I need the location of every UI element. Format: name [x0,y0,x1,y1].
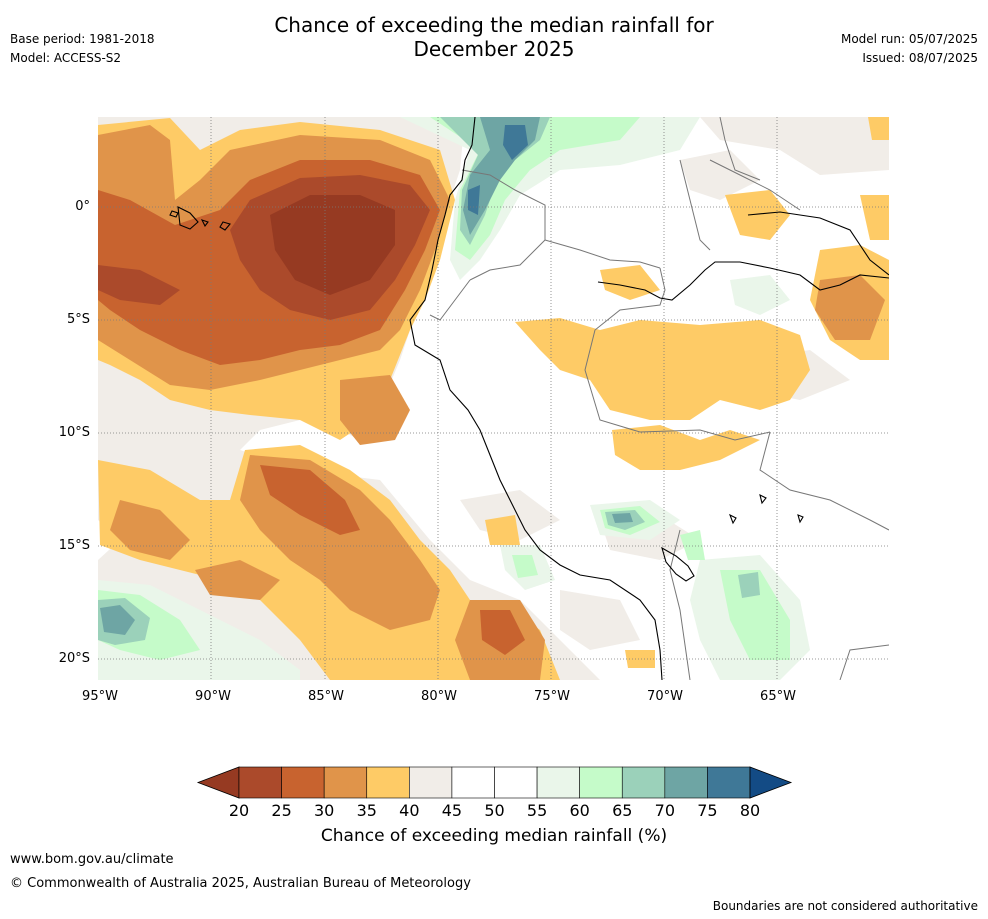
colorbar-over-arrow [749,766,793,799]
colorbar-segment [323,766,368,799]
colorbar-segment [707,766,751,799]
colorbar-tick-label: 25 [271,801,292,820]
footer-copyright: © Commonwealth of Australia 2025, Austra… [10,876,471,891]
model-name-text: Model: ACCESS-S2 [10,51,122,65]
map-area [98,117,889,680]
lon-tick-label: 75°W [534,689,570,704]
colorbar-tick-label: 70 [654,801,675,820]
map-title: Chance of exceeding the median rainfall … [0,13,988,61]
colorbar-tick-label: 50 [484,801,505,820]
model-run-text: Model run: 05/07/2025 [840,32,978,46]
map-title-line2: December 2025 [413,37,575,61]
colorbar-segment [664,766,708,799]
colorbar-tick-label: 35 [356,801,377,820]
graticule [98,117,889,680]
lat-tick-label: 15°S [58,538,90,553]
footer-url: www.bom.gov.au/climate [10,852,174,867]
layer-under-20 [270,195,395,295]
lat-tick-label: 0° [75,199,90,214]
colorbar-segment [366,766,410,799]
lon-tick-label: 90°W [195,689,231,704]
colorbar-tick-label: 45 [441,801,463,820]
colorbar-segment [494,766,538,799]
colorbar-title: Chance of exceeding median rainfall (%) [320,826,668,846]
colorbar-under-arrow [196,766,240,799]
colorbar-segment [281,766,325,799]
colorbar-segment [451,766,495,799]
colorbar-tick-label: 55 [526,801,548,820]
footer-disclaimer: Boundaries are not considered authoritat… [712,899,978,913]
lat-tick-label: 5°S [66,312,90,327]
lon-tick-label: 80°W [421,689,457,704]
lon-tick-label: 70°W [647,689,683,704]
base-period-text: Base period: 1981-2018 [10,32,155,46]
country-borders [429,117,889,680]
lon-tick-label: 95°W [82,689,118,704]
colorbar-segment [579,766,623,799]
coastline [169,117,889,680]
colorbar-tick-label: 75 [697,801,718,820]
map-title-line1: Chance of exceeding the median rainfall … [274,13,714,37]
colorbar-tick-label: 30 [313,801,335,820]
colorbar-segment [409,766,453,799]
colorbar-tick-label: 65 [612,801,633,820]
colorbar-tick-label: 60 [569,801,590,820]
lat-tick-label: 10°S [58,425,90,440]
lon-tick-label: 65°W [760,689,796,704]
colorbar-segment [238,766,282,799]
lat-tick-label: 20°S [58,651,90,666]
colorbar-segment [621,766,666,799]
colorbar [196,766,793,799]
colorbar-tick-label: 40 [399,801,420,820]
colorbar-tick-label: 20 [228,801,250,820]
lon-tick-label: 85°W [308,689,344,704]
colorbar-segment [536,766,580,799]
colorbar-tick-label: 80 [739,801,761,820]
issued-date-text: Issued: 08/07/2025 [862,51,978,65]
layer-75-80 [468,125,528,215]
